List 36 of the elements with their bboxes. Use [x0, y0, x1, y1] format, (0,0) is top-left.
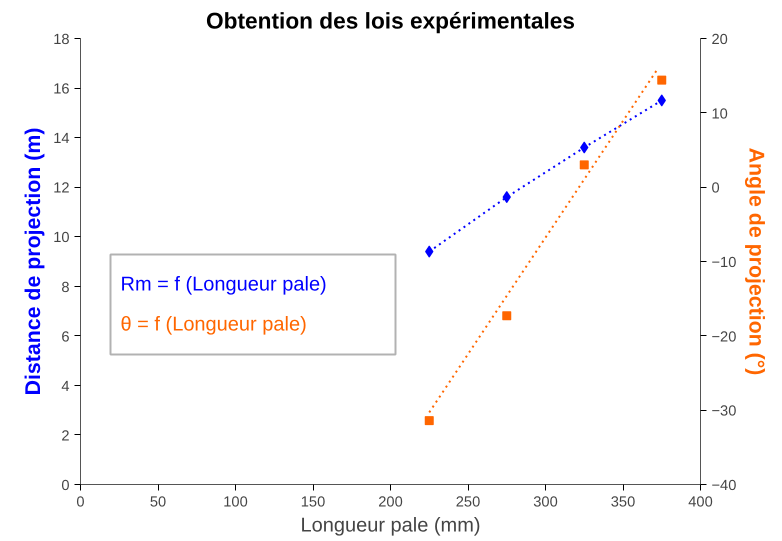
y-tick-label: 0 — [61, 478, 70, 494]
x-tick-label: 250 — [456, 494, 480, 510]
y2-tick-label: −40 — [712, 478, 736, 494]
point — [424, 416, 434, 426]
x-tick-label: 150 — [300, 494, 326, 510]
text: θ = f (Longueur pale) — [120, 314, 307, 336]
x-tick-label: 400 — [688, 494, 713, 510]
y2-tick-label: 20 — [712, 32, 728, 48]
chart-title: Obtention des lois expérimentales — [206, 8, 575, 34]
text: Rm = f (Longueur pale) — [120, 274, 327, 296]
y-axis-title: Distance de projection (m) — [21, 128, 46, 396]
point — [580, 160, 589, 170]
y-tick-label: 8 — [61, 280, 70, 296]
x-tick-label: 200 — [378, 494, 403, 510]
y-tick-label: 18 — [53, 32, 70, 48]
y2-tick-label: −30 — [712, 404, 736, 420]
y2-tick-label: 0 — [712, 180, 720, 197]
y-tick-label: 14 — [53, 131, 70, 148]
y2-tick-label: −20 — [712, 329, 736, 346]
x-tick-label: 100 — [223, 494, 248, 510]
x-tick-label: 350 — [610, 494, 636, 510]
x-axis-title: Longueur pale (mm) — [300, 514, 481, 536]
y2-axis-title: Angle de projection (°) — [744, 148, 768, 376]
y2-tick-label: −10 — [712, 255, 736, 271]
x-tick-label: 0 — [76, 494, 85, 510]
y-tick-label: 10 — [53, 230, 70, 246]
point — [502, 311, 512, 320]
y-tick-label: 12 — [53, 180, 70, 197]
y-tick-label: 6 — [61, 329, 70, 346]
y-tick-label: 16 — [53, 82, 70, 98]
point — [657, 76, 666, 85]
y-tick-label: 2 — [61, 428, 70, 444]
y-tick-label: 4 — [61, 378, 70, 395]
x-tick-label: 300 — [533, 494, 558, 510]
x-tick-label: 50 — [150, 494, 166, 510]
y2-tick-label: 10 — [712, 106, 728, 122]
